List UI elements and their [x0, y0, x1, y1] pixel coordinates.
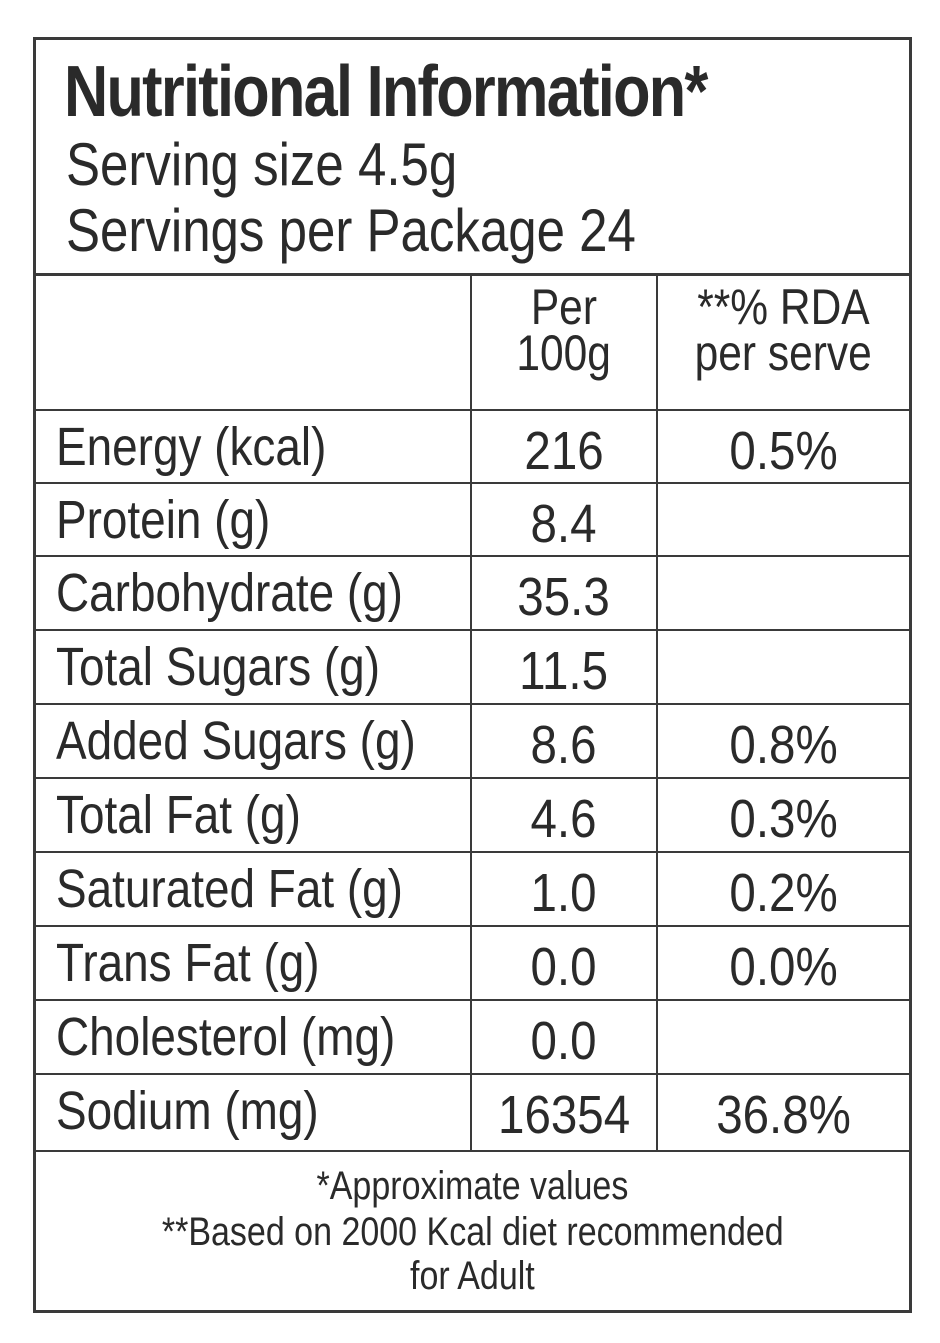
nutrition-header: Nutritional Information* Serving size 4.… — [36, 40, 909, 276]
row-label: Total Fat (g) — [56, 785, 301, 845]
row-per100g-value: 0.0 — [530, 937, 598, 997]
row-per100g-value: 16354 — [497, 1085, 631, 1145]
row-label: Sodium (mg) — [56, 1081, 319, 1141]
row-label: Total Sugars (g) — [56, 637, 380, 697]
row-label: Added Sugars (g) — [56, 711, 416, 771]
table-row: Protein (g) 8.4 — [36, 484, 909, 557]
footnote-rda-basis-continued: for Adult — [410, 1254, 535, 1298]
row-label: Energy (kcal) — [56, 417, 327, 477]
row-label: Trans Fat (g) — [56, 933, 320, 993]
row-per100g-value: 4.6 — [530, 789, 598, 849]
panel-title: Nutritional Information* — [64, 52, 708, 132]
row-rda-value: 0.0% — [729, 937, 838, 997]
row-label: Protein (g) — [56, 490, 271, 550]
row-per100g-value: 216 — [524, 421, 604, 481]
table-row: Added Sugars (g) 8.6 0.8% — [36, 705, 909, 779]
table-row: Cholesterol (mg) 0.0 — [36, 1001, 909, 1075]
rda-header: **% RDA per serve — [656, 276, 909, 409]
table-row: Energy (kcal) 216 0.5% — [36, 411, 909, 484]
table-row: Carbohydrate (g) 35.3 — [36, 557, 909, 631]
table-row: Saturated Fat (g) 1.0 0.2% — [36, 853, 909, 927]
row-rda-value: 0.5% — [729, 421, 838, 481]
row-label: Carbohydrate (g) — [56, 563, 403, 623]
row-per100g-value: 35.3 — [517, 567, 611, 627]
row-rda-value: 36.8% — [716, 1085, 851, 1145]
row-per100g-value: 0.0 — [530, 1011, 598, 1071]
footnote-approximate: *Approximate values — [316, 1164, 629, 1208]
footnotes: *Approximate values **Based on 2000 Kcal… — [36, 1152, 909, 1310]
row-rda-value: 0.2% — [729, 863, 838, 923]
table-row: Sodium (mg) 16354 36.8% — [36, 1075, 909, 1152]
per-100g-header: Per 100g — [470, 276, 656, 409]
row-rda-value: 0.3% — [729, 789, 838, 849]
row-per100g-value: 8.4 — [530, 494, 598, 554]
nutrition-panel: Nutritional Information* Serving size 4.… — [33, 37, 912, 1313]
per-100g-header-line2: 100g — [516, 325, 612, 381]
serving-size: Serving size 4.5g — [66, 131, 458, 198]
table-row: Total Fat (g) 4.6 0.3% — [36, 779, 909, 853]
table-row: Total Sugars (g) 11.5 — [36, 631, 909, 705]
row-per100g-value: 11.5 — [519, 641, 609, 701]
empty-header-cell — [36, 276, 470, 409]
rda-header-line1: **% RDA — [697, 279, 870, 335]
servings-per-package: Servings per Package 24 — [66, 197, 636, 264]
row-per100g-value: 1.0 — [530, 863, 598, 923]
footnote-rda-basis: **Based on 2000 Kcal diet recommended — [161, 1210, 784, 1254]
table-header-row: Per 100g **% RDA per serve — [36, 276, 909, 411]
row-label: Cholesterol (mg) — [56, 1007, 396, 1067]
table-row: Trans Fat (g) 0.0 0.0% — [36, 927, 909, 1001]
per-100g-header-line1: Per — [530, 279, 598, 335]
row-per100g-value: 8.6 — [530, 715, 598, 775]
row-label: Saturated Fat (g) — [56, 859, 403, 919]
row-rda-value: 0.8% — [729, 715, 838, 775]
rda-header-line2: per serve — [694, 325, 873, 381]
